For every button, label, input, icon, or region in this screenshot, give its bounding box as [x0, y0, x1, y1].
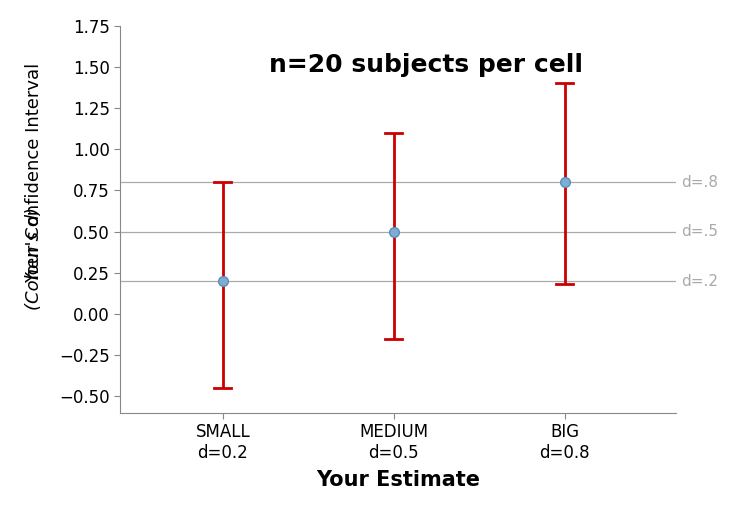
Text: n=20 subjects per cell: n=20 subjects per cell	[269, 53, 583, 77]
Text: d=.5: d=.5	[681, 224, 719, 239]
Text: d=.2: d=.2	[681, 273, 719, 288]
Text: (Cohen's d): (Cohen's d)	[25, 206, 43, 310]
Text: Your Confidence Interval: Your Confidence Interval	[25, 63, 43, 283]
X-axis label: Your Estimate: Your Estimate	[316, 471, 480, 490]
Text: d=.8: d=.8	[681, 175, 719, 190]
